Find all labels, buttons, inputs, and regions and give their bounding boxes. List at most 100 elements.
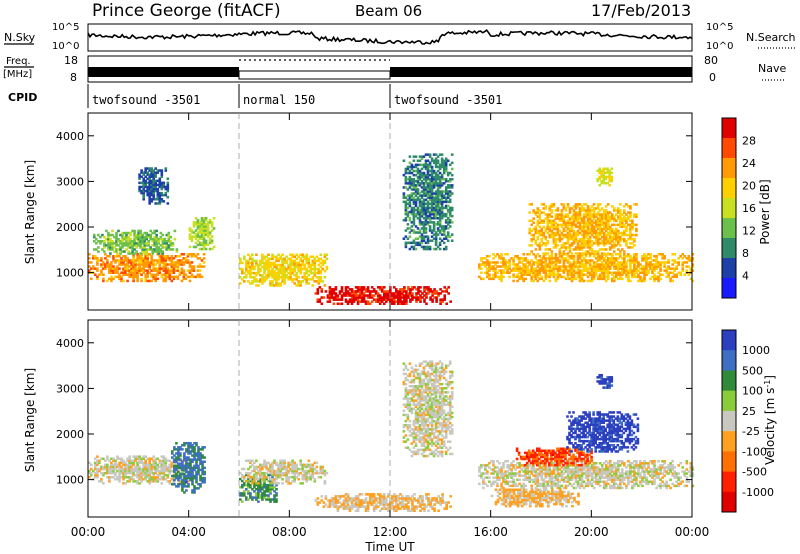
power-cells-cell <box>556 229 560 233</box>
power-cells-cell <box>568 237 572 241</box>
power-cells-cell <box>432 225 436 228</box>
power-cells-cell <box>432 237 436 240</box>
vel-cells-cell <box>142 457 145 460</box>
power-cells-cell <box>208 221 212 224</box>
power-cells-cell <box>450 186 454 189</box>
vel-cells-cell <box>251 463 254 467</box>
power-cells-cell <box>578 279 582 283</box>
vel-cells-cell <box>120 459 123 462</box>
vel-cells-cell <box>158 465 162 469</box>
power-cells-cell <box>202 217 206 220</box>
power-cells-cell <box>544 277 548 281</box>
power-cells-cell <box>602 267 606 270</box>
power-cells-cell <box>204 229 208 232</box>
power-cells-cell <box>430 198 434 201</box>
power-cells-cell <box>259 267 262 271</box>
power-cells-cell <box>588 279 592 283</box>
power-cells-cell <box>356 294 360 297</box>
power-cells-cell <box>600 269 604 272</box>
power-cells-cell <box>434 163 438 167</box>
power-cells-cell <box>115 233 118 237</box>
power-cells-cell <box>241 271 244 275</box>
power-cells-cell <box>615 213 618 216</box>
power-cells-cell <box>608 267 612 270</box>
power-cells-cell <box>522 269 525 272</box>
power-cells-cell <box>592 213 596 216</box>
vel-cells-cell <box>263 494 266 497</box>
vel-cells-cell <box>197 470 200 474</box>
power-cells-cell <box>180 259 184 262</box>
power-cells-cell <box>604 263 608 266</box>
power-cells-cell <box>311 255 315 258</box>
vel-cells-cell <box>259 481 262 485</box>
vel-cells-cell <box>259 477 262 481</box>
power-cells-cell <box>572 221 576 224</box>
power-cells-cell <box>285 255 288 258</box>
power-cells-cell <box>146 189 149 193</box>
power-cells-cell <box>627 259 630 262</box>
power-cells-cell <box>617 211 620 214</box>
power-cells-cell <box>663 263 666 266</box>
power-cells-cell <box>360 298 364 301</box>
power-cells-cell <box>611 213 614 216</box>
power-cells-cell <box>536 269 540 272</box>
power-cells-cell <box>450 161 454 165</box>
power-cells-cell <box>689 259 693 262</box>
power-cells-cell <box>608 217 612 220</box>
power-cells-cell <box>415 288 418 291</box>
power-cells-cell <box>406 188 410 191</box>
power-cells-cell <box>153 250 156 253</box>
power-cells-cell <box>319 265 323 269</box>
power-cells-cell <box>418 217 422 220</box>
power-cells-cell <box>556 225 560 229</box>
power-cells-cell <box>144 189 147 193</box>
power-cells-cell <box>546 215 550 218</box>
vel-cells-cell <box>96 459 99 462</box>
power-cells-cell <box>368 302 372 305</box>
vel-cells-cell <box>154 461 157 465</box>
power-cells-cell <box>625 261 628 264</box>
power-cells-cell <box>580 273 584 276</box>
power-cells-cell <box>267 261 270 265</box>
power-cells-cell <box>247 253 250 256</box>
power-cells-cell <box>117 248 120 251</box>
vel-cells-cell <box>124 473 127 477</box>
power-cells-cell <box>151 248 154 251</box>
power-cells-cell <box>446 217 450 220</box>
power-cells-cell <box>263 255 266 258</box>
power-cells-cell <box>120 263 123 266</box>
power-cells-cell <box>444 161 448 165</box>
power-cells-cell <box>426 194 430 197</box>
power-cells-cell <box>600 240 604 243</box>
power-cells-cell <box>629 269 632 272</box>
power-cells-cell <box>566 275 570 279</box>
power-cells-cell <box>673 273 676 276</box>
power-cells-cell <box>691 263 695 266</box>
power-cells-cell <box>330 290 334 293</box>
power-cells-cell <box>623 240 626 243</box>
power-cells-cell <box>426 196 430 199</box>
power-cells-cell <box>629 205 632 208</box>
power-cells-cell <box>428 184 432 187</box>
power-cells-cell <box>625 227 628 231</box>
power-cells-cell <box>408 171 412 175</box>
vel-cells-cell <box>185 460 188 463</box>
power-cells-cell <box>441 300 444 303</box>
power-cells-cell <box>649 265 652 268</box>
vel-cells-cell <box>122 478 125 481</box>
power-cells-cell <box>283 257 286 261</box>
vel-cells-cell <box>179 472 182 476</box>
power-cells-cell <box>426 186 430 189</box>
power-cells-cell <box>119 252 122 255</box>
power-cells-cell <box>550 203 554 206</box>
power-cells-cell <box>490 265 493 268</box>
power-cells-cell <box>590 269 594 272</box>
power-cells-cell <box>685 261 689 264</box>
vel-cells-cell <box>148 457 151 460</box>
power-cells-cell <box>578 269 582 272</box>
power-cells-cell <box>647 269 650 272</box>
power-cells-cell <box>418 159 422 162</box>
power-cells-cell <box>580 252 584 255</box>
power-cells-cell <box>436 212 440 216</box>
vel-cells-cell <box>191 448 194 451</box>
